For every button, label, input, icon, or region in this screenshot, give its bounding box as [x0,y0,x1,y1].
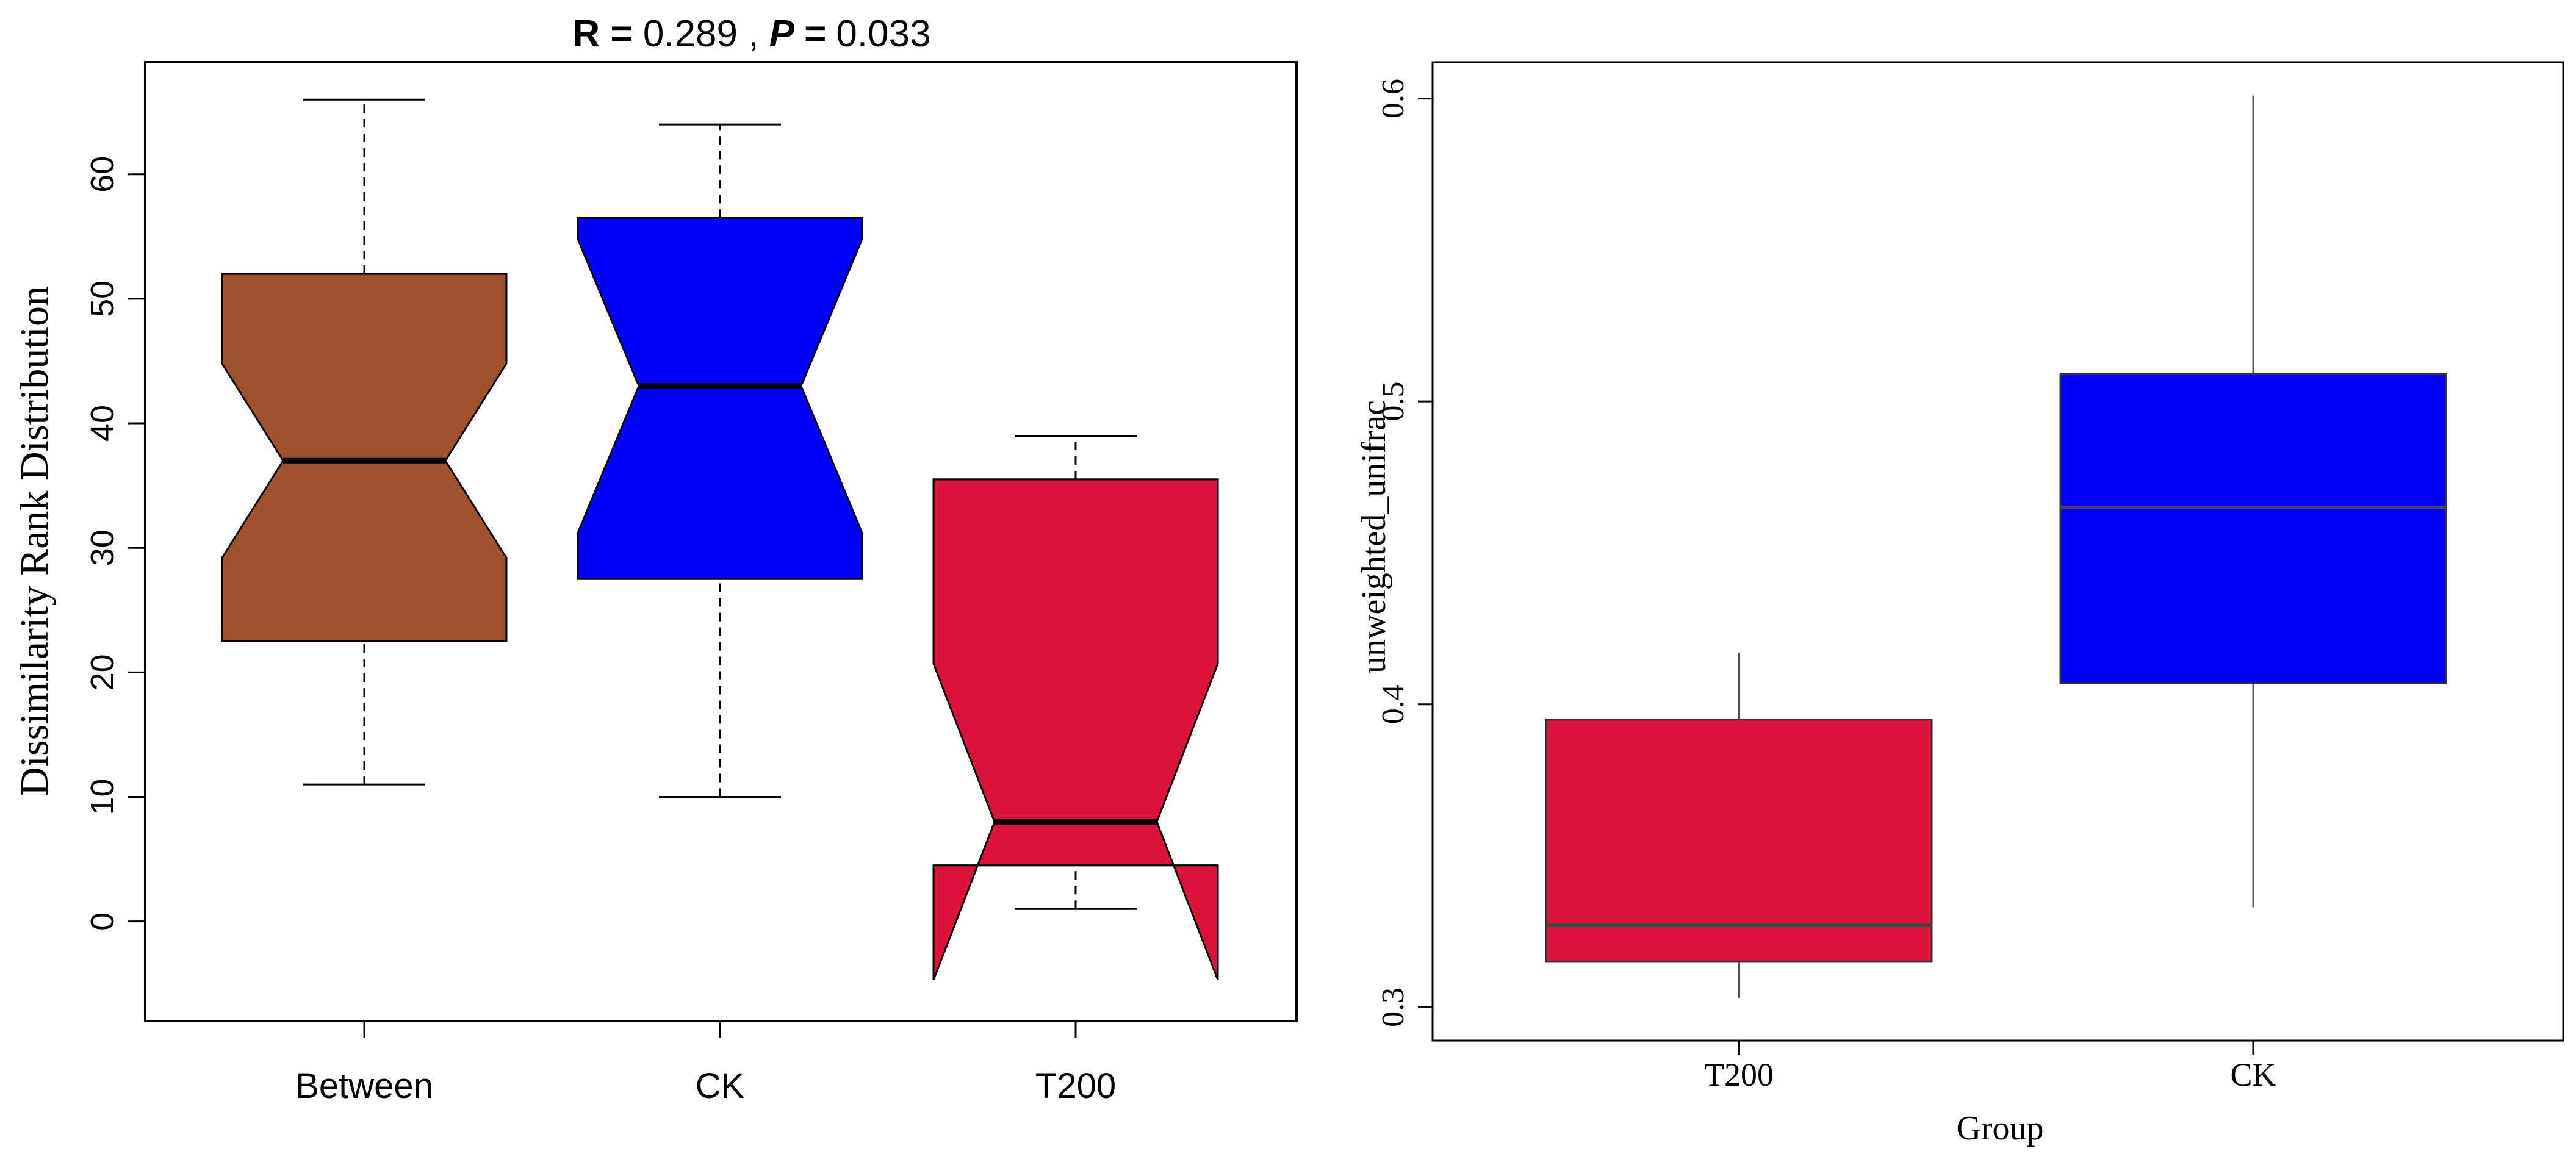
title-part-4: 0.033 [836,13,930,55]
y-axis-label: Dissimilarity Rank Distribution [12,286,57,796]
y-tick-label: 0.5 [1376,382,1411,421]
y-axis-label: unweighted_unifrac [1355,400,1393,673]
x-tick-label: CK [2230,1056,2276,1093]
title-part-2: , [748,13,769,55]
chart-title: R = 0.289 , P = 0.033 [572,13,930,55]
box-ck [577,217,863,580]
y-tick-label: 20 [84,654,121,690]
title-part-3: P = [769,13,836,55]
y-axis: 0 10 20 30 40 50 60 [84,156,146,931]
x-tick-label: CK [696,1066,745,1106]
title-part-1: 0.289 [643,13,748,55]
x-tick-label: T200 [1035,1066,1116,1106]
y-tick-label: 10 [84,778,121,815]
x-axis-label: Group [1956,1109,2043,1147]
x-tick-label: T200 [1704,1056,1774,1093]
y-tick-label: 40 [84,405,121,442]
x-tick-label: Between [295,1066,433,1106]
box-between [221,273,508,642]
y-tick-label: 60 [84,156,121,193]
x-axis: T200 CK [1704,1041,2276,1093]
title-part-0: R = [572,13,642,55]
x-axis: Between CK T200 [295,1020,1116,1106]
box-ck [2059,373,2447,684]
plot-frame [1431,61,2564,1042]
unifrac-chart: unweighted_unifrac Group 0.3 0.4 0.5 0.6 T2… [1355,61,2564,1147]
y-tick-label: 0 [84,912,121,931]
y-axis: 0.3 0.4 0.5 0.6 [1376,79,1433,1027]
box-series [1545,95,2447,998]
y-tick-label: 0.4 [1376,684,1411,724]
y-tick-label: 30 [84,529,121,566]
y-tick-label: 0.6 [1376,79,1411,118]
y-tick-label: 0.3 [1376,988,1411,1027]
box-t200 [1545,719,1933,963]
y-tick-label: 50 [84,281,121,317]
box-series [221,98,1219,981]
rank-dissimilarity-chart: R = 0.289 , P = 0.033 Dissimilarity Rank… [12,13,1298,1106]
